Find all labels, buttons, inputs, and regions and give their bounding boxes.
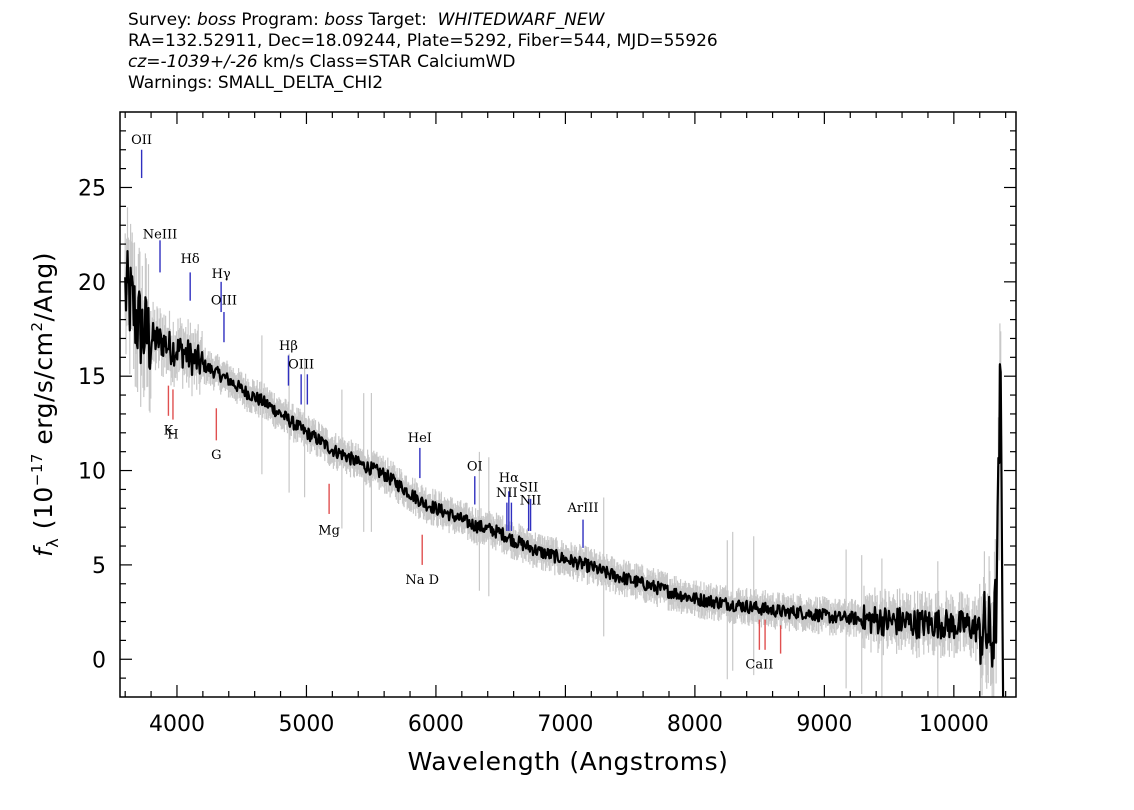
absorption-line-label: H <box>167 427 178 442</box>
emission-line-label: Hα <box>499 471 519 486</box>
spectrum-header: Survey: boss Program: boss Target: WHITE… <box>128 10 718 94</box>
y-tick-label: 25 <box>78 176 106 201</box>
axis-tick-labels: 4000 5000 6000 7000 8000 9000 10000 0 5 10 15 20 25 <box>78 176 989 737</box>
y-axis-lambda: λ <box>43 538 62 548</box>
target-value: WHITEDWARF_NEW <box>437 10 605 30</box>
header-line-survey: Survey: boss Program: boss Target: WHITE… <box>128 10 718 31</box>
emission-line-label: SII <box>519 480 538 495</box>
emission-line-label: OI <box>467 460 483 475</box>
y-tick-label: 20 <box>78 271 106 296</box>
absorption-line-label: K <box>164 424 174 439</box>
survey-value: boss <box>197 10 236 30</box>
emission-line-label: NeIII <box>143 227 177 242</box>
y-axis-title: fλ (10−17 erg/s/cm2/Ang) <box>28 252 62 557</box>
cz-value: cz=-1039+/-26 <box>128 52 258 72</box>
y-tick-label: 15 <box>78 365 106 390</box>
y-axis-post: /Ang) <box>29 252 58 322</box>
axis-ticks <box>120 112 1016 697</box>
x-tick-label: 6000 <box>408 712 464 737</box>
x-tick-label: 7000 <box>537 712 593 737</box>
emission-line-label: OIII <box>211 293 237 308</box>
emission-line-label: Hγ <box>212 267 231 282</box>
emission-line-label: ArIII <box>567 501 599 516</box>
flux-line <box>124 250 1005 698</box>
y-tick-label: 5 <box>92 554 106 579</box>
y-axis-exp: −17 <box>28 453 46 486</box>
x-tick-label: 10000 <box>919 712 989 737</box>
y-axis-f: f <box>29 545 58 557</box>
emission-line-label: Hβ <box>279 339 298 354</box>
y-axis-mid: erg/s/cm <box>29 332 58 454</box>
flux-series <box>124 250 1005 698</box>
emission-line-label: HeI <box>408 431 432 446</box>
header-line-redshift: cz=-1039+/-26 km/s Class=STAR CalciumWD <box>128 52 718 73</box>
x-tick-label: 4000 <box>149 712 205 737</box>
header-line-coordinates: RA=132.52911, Dec=18.09244, Plate=5292, … <box>128 31 718 51</box>
emission-line-label: OII <box>131 133 152 148</box>
emission-line-label: Hδ <box>181 252 200 267</box>
x-axis-title: Wavelength (Angstroms) <box>408 747 729 776</box>
program-value: boss <box>324 10 364 30</box>
x-tick-label: 5000 <box>278 712 334 737</box>
y-axis-pre: (10 <box>29 486 58 538</box>
emission-line-label: OIII <box>288 358 314 373</box>
emission-line-label: NII <box>496 486 518 501</box>
x-tick-label: 9000 <box>796 712 852 737</box>
program-label: Program: <box>235 10 325 30</box>
y-axis-exp2: 2 <box>28 321 46 331</box>
y-tick-label: 0 <box>92 648 106 673</box>
header-line-warnings: Warnings: SMALL_DELTA_CHI2 <box>128 73 384 93</box>
x-tick-label: 8000 <box>667 712 723 737</box>
class-value: km/s Class=STAR CalciumWD <box>257 52 516 72</box>
y-tick-label: 10 <box>78 460 106 485</box>
emission-line-label: NII <box>520 494 542 509</box>
absorption-line-label: Mg <box>318 524 340 539</box>
absorption-line-label: CaII <box>745 658 773 673</box>
target-label: Target: <box>363 10 438 30</box>
absorption-line-label: G <box>211 448 221 463</box>
plot-frame <box>119 111 1017 698</box>
survey-label: Survey: <box>128 10 198 30</box>
absorption-line-label: Na D <box>405 573 439 588</box>
